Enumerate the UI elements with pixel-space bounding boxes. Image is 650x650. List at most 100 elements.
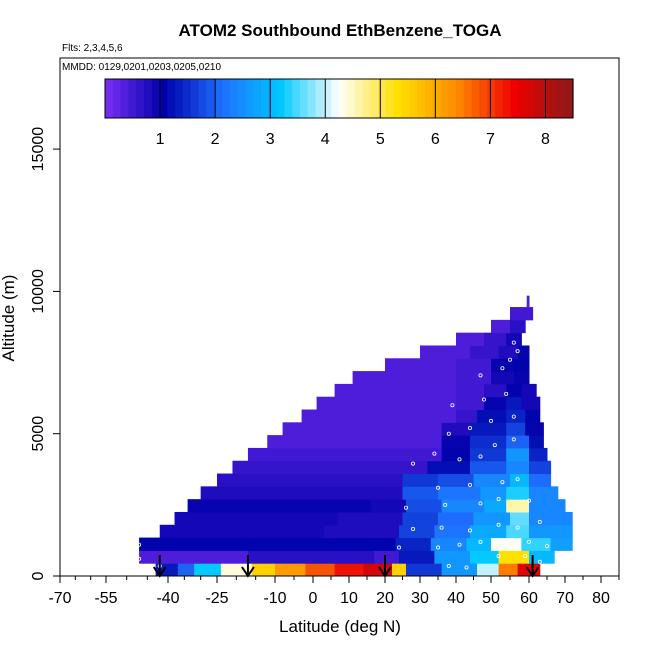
heatmap-cell <box>402 511 439 526</box>
heatmap-cell <box>374 550 400 564</box>
heatmap-cell <box>521 396 541 411</box>
heatmap-cell <box>529 550 555 564</box>
colorbar-segment <box>229 79 239 118</box>
sample-point <box>523 554 528 559</box>
heatmap-cell <box>521 383 537 398</box>
colorbar-segment <box>370 79 379 118</box>
sample-point <box>511 340 516 345</box>
heatmap-cell <box>480 486 507 500</box>
y-tick-label: 5000 <box>30 416 47 452</box>
sample-point <box>478 454 483 459</box>
heatmap-cell <box>402 486 439 500</box>
sample-point <box>500 366 505 371</box>
colorbar-tick-label: 4 <box>321 131 330 148</box>
heatmap-cell <box>506 396 522 411</box>
heatmap-cell <box>441 422 471 436</box>
sample-point <box>527 539 532 544</box>
flights-note: Flts: 2,3,4,5,6 <box>62 43 123 54</box>
colorbar-segment <box>417 79 426 118</box>
heatmap-cell <box>470 447 507 462</box>
heatmap-cell <box>529 499 566 513</box>
sample-point <box>507 357 512 362</box>
colorbar-segment <box>120 79 129 118</box>
heatmap-cell <box>316 396 457 411</box>
x-tick-label: 60 <box>520 590 538 607</box>
heatmap-cell <box>323 524 400 539</box>
x-tick-label: 20 <box>376 590 394 607</box>
colorbar-segment <box>354 79 363 118</box>
heatmap-cell <box>406 563 443 576</box>
colorbar-segment <box>378 79 387 118</box>
heatmap-cell <box>420 345 471 359</box>
colorbar-segment <box>315 79 324 118</box>
heatmap-cell <box>484 383 507 398</box>
heatmap-cell <box>525 409 541 423</box>
y-tick-label: 0 <box>30 571 47 580</box>
heatmap-cell <box>139 550 249 564</box>
colorbar-segment <box>105 79 114 118</box>
x-tick-label: -10 <box>263 590 286 607</box>
heatmap-cell <box>498 550 530 564</box>
heatmap-cell <box>438 511 474 526</box>
sample-point <box>537 519 542 524</box>
colorbar-segment <box>253 79 262 118</box>
sample-point <box>511 414 516 419</box>
sample-point <box>446 431 451 436</box>
heatmap-cell <box>506 524 530 539</box>
heatmap-cell <box>506 499 530 513</box>
sample-point <box>500 480 505 485</box>
heatmap-cell <box>286 537 396 551</box>
heatmap-cell <box>529 435 544 449</box>
heatmap-cell <box>506 460 530 475</box>
heatmap-cell <box>506 422 526 436</box>
colorbar-segment <box>471 79 480 118</box>
heatmap-cell <box>282 422 443 436</box>
heatmap-cell <box>392 563 407 576</box>
heatmap-cell <box>139 537 287 551</box>
heatmap-cell <box>395 537 432 551</box>
heatmap-cell <box>399 550 435 564</box>
sample-point <box>515 477 520 482</box>
heatmap-cell <box>510 319 526 334</box>
heatmap-cell <box>251 563 276 576</box>
x-axis: -70 -55 -40 -25 -10 0 10 20 30 40 50 60 70 80 <box>48 576 620 607</box>
sample-point <box>545 544 550 549</box>
x-tick-label: 70 <box>556 590 574 607</box>
sample-point <box>443 502 448 507</box>
sample-point <box>511 437 516 442</box>
colorbar-segment <box>159 79 168 118</box>
colorbar-segment <box>549 79 558 118</box>
colorbar-segment <box>206 79 215 118</box>
heatmap-cell <box>434 550 471 564</box>
heatmap-cell <box>529 447 548 462</box>
heatmap-cell <box>406 499 443 513</box>
colorbar-segment <box>401 79 410 118</box>
colorbar-segment <box>167 79 176 118</box>
heatmap-cell <box>441 447 471 462</box>
colorbar-frame <box>104 78 574 119</box>
colorbar-segment <box>393 79 402 118</box>
heatmap-cell <box>470 460 507 475</box>
heatmap-cell <box>498 563 519 576</box>
heatmap-cell <box>529 460 552 475</box>
heatmap-cell <box>529 524 573 539</box>
colorbar-segment <box>534 79 543 118</box>
x-tick-label: 40 <box>447 590 465 607</box>
sample-point <box>410 461 415 466</box>
sample-point <box>467 528 472 533</box>
sample-point <box>403 505 408 510</box>
heatmap-cell <box>473 473 511 487</box>
sample-point <box>137 556 142 561</box>
heatmap-cell <box>456 409 478 423</box>
heatmap-cell <box>491 537 522 551</box>
colorbar-tick-label: 5 <box>376 131 385 148</box>
colorbar: 1 2 3 4 5 6 7 8 <box>104 78 574 148</box>
colorbar-segment <box>479 79 488 118</box>
heatmap-cell <box>385 358 457 372</box>
colorbar-segment <box>151 79 161 118</box>
heatmap-cell <box>352 371 457 385</box>
colorbar-segment <box>261 79 270 118</box>
heatmap-cell <box>470 550 500 564</box>
heatmap-cell <box>370 499 407 513</box>
y-tick-label: 10000 <box>30 269 47 314</box>
